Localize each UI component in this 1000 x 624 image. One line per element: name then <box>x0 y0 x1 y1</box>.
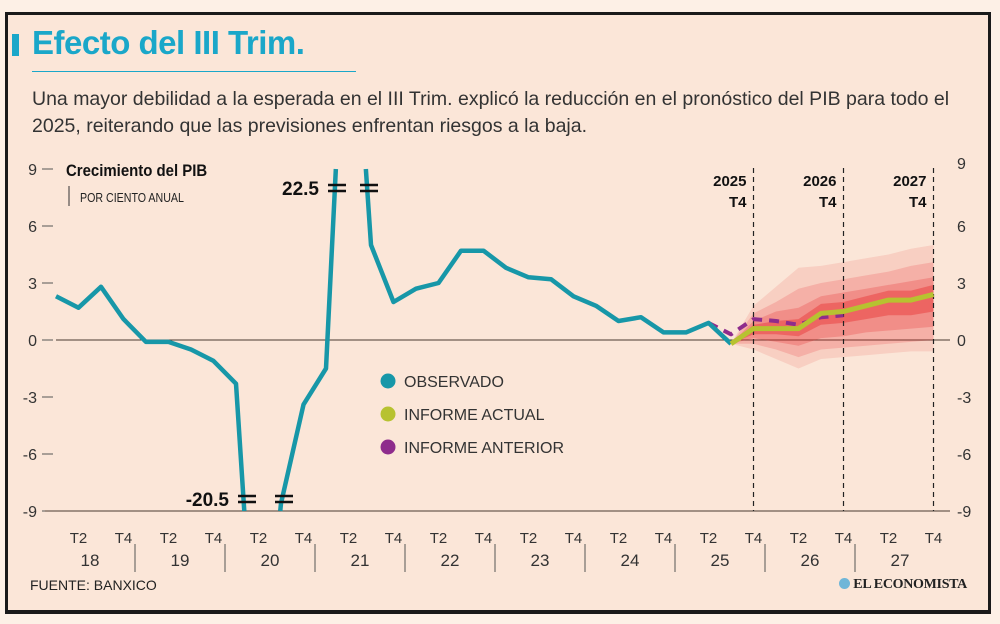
y-tick-label-left: -6 <box>23 447 37 464</box>
y-tick-label-right: -6 <box>957 447 971 464</box>
x-year-label: 20 <box>261 551 280 570</box>
x-quarter-label: T2 <box>790 530 808 547</box>
legend-label: OBSERVADO <box>404 374 504 391</box>
series-observed <box>363 168 733 346</box>
x-quarter-label: T4 <box>475 530 493 547</box>
x-quarter-label: T4 <box>925 530 943 547</box>
break-value-label: -20.5 <box>186 490 230 511</box>
x-year-label: 25 <box>711 551 730 570</box>
y-tick-label-left: -3 <box>23 390 37 407</box>
x-year-label: 23 <box>531 551 550 570</box>
x-quarter-label: T2 <box>880 530 898 547</box>
legend-label: INFORME ANTERIOR <box>404 440 564 457</box>
x-quarter-label: T2 <box>160 530 178 547</box>
x-year-label: 24 <box>621 551 640 570</box>
fan-band <box>731 245 934 369</box>
break-value-label: 22.5 <box>282 179 319 200</box>
marker-year: 2027 <box>893 173 926 190</box>
x-quarter-label: T2 <box>250 530 268 547</box>
x-quarter-label: T2 <box>520 530 538 547</box>
y-tick-label-right: 9 <box>957 156 966 173</box>
x-year-label: 26 <box>801 551 820 570</box>
marker-year: 2026 <box>803 173 836 190</box>
y-tick-label-right: 0 <box>957 333 966 350</box>
x-quarter-label: T4 <box>115 530 133 547</box>
fan-band <box>731 262 934 358</box>
series-current <box>729 291 935 346</box>
x-quarter-label: T4 <box>835 530 853 547</box>
y-tick-label-left: 6 <box>28 219 37 236</box>
source-note: FUENTE: BANXICO <box>30 577 157 593</box>
page-subtitle: Una mayor debilidad a la esperada en el … <box>32 88 950 137</box>
chart-subtitle: POR CIENTO ANUAL <box>80 190 184 205</box>
marker-quarter: T4 <box>909 194 927 211</box>
y-tick-label-right: 3 <box>957 276 966 293</box>
legend-marker <box>380 439 396 455</box>
y-tick-label-left: 9 <box>28 162 37 179</box>
x-year-label: 21 <box>351 551 370 570</box>
x-quarter-label: T2 <box>340 530 358 547</box>
x-quarter-label: T2 <box>700 530 718 547</box>
marker-year: 2025 <box>713 173 746 190</box>
legend-label: INFORME ACTUAL <box>404 407 545 424</box>
x-quarter-label: T2 <box>70 530 88 547</box>
x-quarter-label: T4 <box>385 530 403 547</box>
page-title: Efecto del III Trim. <box>32 24 305 61</box>
y-tick-label-left: -9 <box>23 504 37 521</box>
x-quarter-label: T4 <box>295 530 313 547</box>
title-accent-bar <box>12 34 19 56</box>
x-year-label: 22 <box>441 551 460 570</box>
legend-marker <box>380 406 396 422</box>
x-year-label: 18 <box>81 551 100 570</box>
y-tick-label-left: 0 <box>28 333 37 350</box>
x-quarter-label: T2 <box>610 530 628 547</box>
y-tick-label-right: 6 <box>957 219 966 236</box>
x-quarter-label: T4 <box>565 530 583 547</box>
x-quarter-label: T2 <box>430 530 448 547</box>
x-year-label: 19 <box>171 551 190 570</box>
y-tick-label-left: 3 <box>28 276 37 293</box>
title-underline <box>32 71 356 72</box>
y-tick-label-right: -3 <box>957 390 971 407</box>
brand-logo: EL ECONOMISTA <box>839 577 967 593</box>
marker-quarter: T4 <box>729 194 747 211</box>
x-quarter-label: T4 <box>745 530 763 547</box>
series-observed <box>54 284 247 512</box>
marker-quarter: T4 <box>819 194 837 211</box>
x-quarter-label: T4 <box>205 530 223 547</box>
chart-title: Crecimiento del PIB <box>66 162 207 180</box>
brand-name: EL ECONOMISTA <box>853 577 967 592</box>
x-year-label: 27 <box>891 551 910 570</box>
x-quarter-label: T4 <box>655 530 673 547</box>
y-tick-label-right: -9 <box>957 504 971 521</box>
legend-marker <box>380 373 396 389</box>
globe-icon <box>839 578 851 589</box>
